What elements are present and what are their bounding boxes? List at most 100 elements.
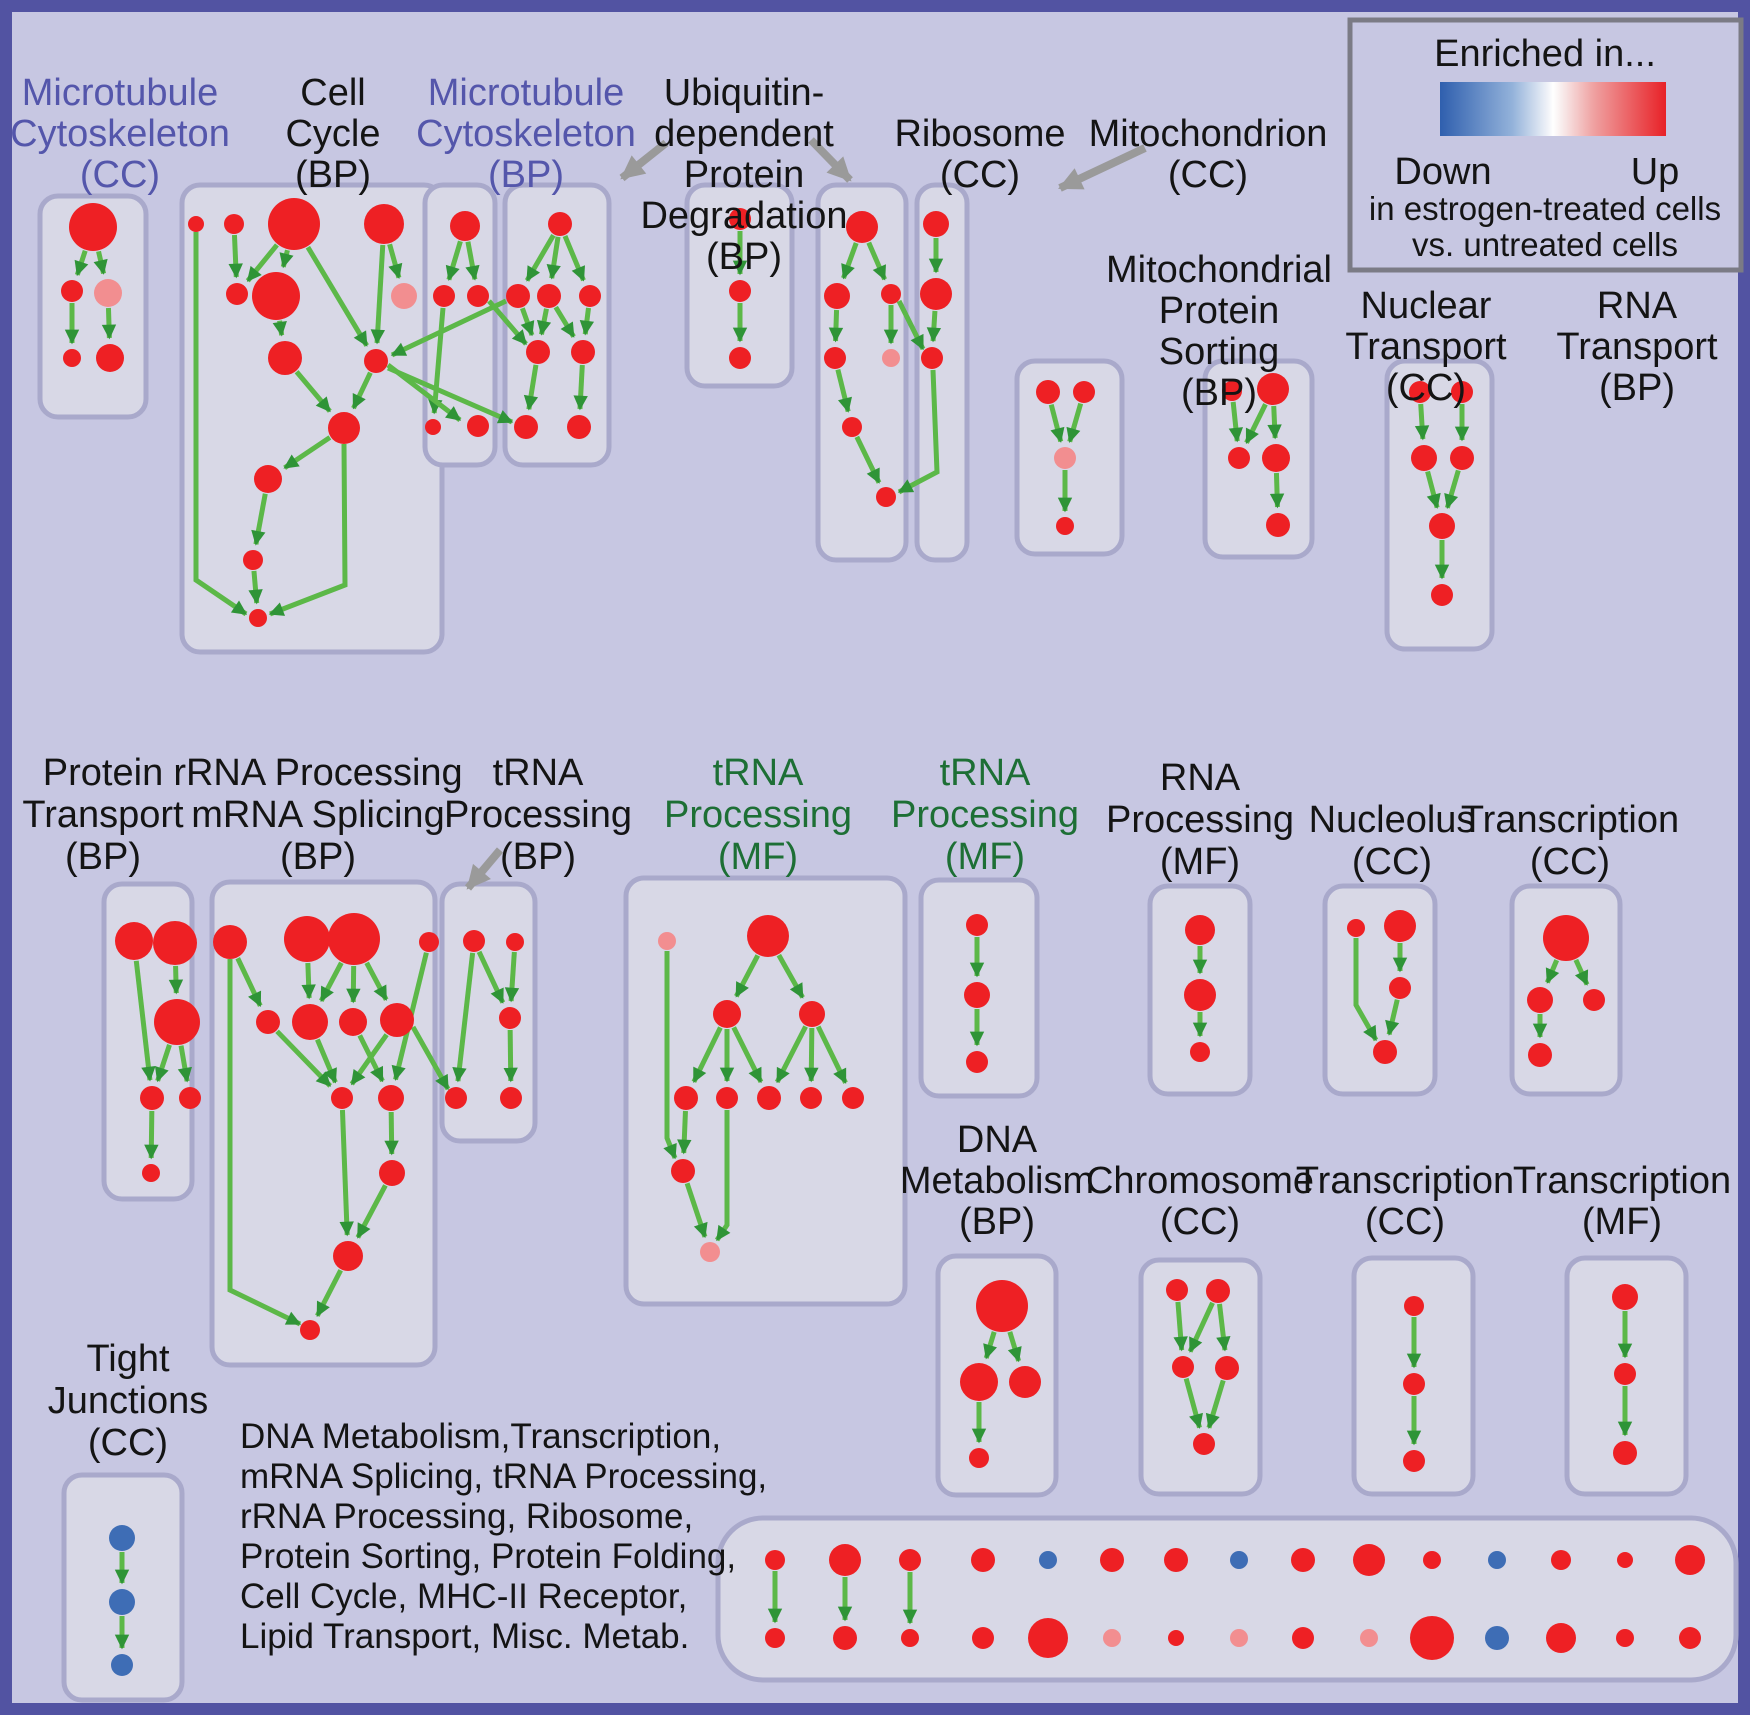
- dna-metabolism-node-3: [969, 1448, 989, 1468]
- transcription-cc-node-0: [1543, 915, 1589, 961]
- trna-processing-mf-1-edge: [731, 1026, 764, 1084]
- trna-processing-mf-1-edge-long: [714, 1110, 731, 1242]
- misc-top-node-6: [1164, 1548, 1188, 1572]
- ubiquitin-degradation-edge: [579, 307, 595, 336]
- microtubule-bp-edge: [428, 307, 446, 415]
- rrna-processing-edge: [384, 1111, 399, 1156]
- rrna-processing-node-10: [379, 1160, 405, 1186]
- mito-protein-sorting-node-2: [1054, 447, 1076, 469]
- legend-box: [1347, 17, 1744, 273]
- rrna-processing-node-12: [300, 1320, 320, 1340]
- cell-cycle-node-0: [188, 216, 204, 232]
- misc-categories-text: DNA Metabolism,Transcription, mRNA Splici…: [240, 1417, 767, 1656]
- nucleolus-edge-long: [1353, 938, 1379, 1042]
- protein-transport-edge: [177, 1045, 192, 1083]
- label-trna-mf-2: tRNA Processing (MF): [891, 752, 1079, 878]
- cell-cycle-node-4: [226, 283, 248, 305]
- legend-up-label: Up: [1631, 151, 1680, 193]
- nucleolus-edge: [1385, 999, 1400, 1036]
- microtubule-bp-node-1: [433, 285, 455, 307]
- misc-bottom-node-10: [1410, 1616, 1454, 1660]
- cell-cycle-edge: [272, 320, 287, 337]
- nucleolus-node-0: [1347, 919, 1365, 937]
- ubiquitin-degradation-node-2: [537, 284, 561, 308]
- chromosome-edge: [1205, 1379, 1226, 1430]
- cell-cycle-edge-long: [193, 232, 248, 617]
- microtubule-bp-edge: [445, 240, 463, 281]
- cell-cycle-edge: [294, 370, 332, 413]
- nuclear-transport-edge: [1244, 403, 1268, 444]
- cell-cycle-node-9: [328, 412, 360, 444]
- misc-bottom-node-3: [972, 1627, 994, 1649]
- chromosome-node-2: [1172, 1356, 1194, 1378]
- mito-protein-sorting-edge: [1066, 402, 1084, 443]
- trna-processing-mf-1-node-1: [747, 915, 789, 957]
- microtubule-bp-node-4: [467, 415, 489, 437]
- label-nucleolus: Nucleolus (CC): [1309, 799, 1476, 883]
- cell-cycle-node-7: [268, 341, 302, 375]
- misc-bottom-node-12: [1546, 1623, 1576, 1653]
- cell-cycle-edge-long: [268, 443, 348, 617]
- nuclear-transport-edge: [1267, 405, 1282, 440]
- trna-processing-mf-1-edge: [774, 1025, 808, 1084]
- trna-processing-mf-1-edge: [776, 953, 805, 999]
- layer-edges: [64, 137, 1633, 1650]
- rrna-processing-edge: [349, 1033, 389, 1086]
- ubiquitin-degradation-edge: [573, 364, 588, 411]
- misc-cluster-box: [715, 1515, 1739, 1683]
- cross-cluster-edge: [387, 365, 514, 425]
- chromosome-node-1: [1206, 1279, 1230, 1303]
- trna-processing-mf-1-edge: [677, 1110, 692, 1155]
- ubiquitin-degradation-edge: [546, 236, 561, 280]
- misc-top-node-8: [1291, 1548, 1315, 1572]
- label-trna-bp: tRNA Processing (BP): [444, 752, 632, 878]
- cell-cycle-edge: [305, 245, 369, 347]
- trna-processing-bp-node-0: [463, 930, 485, 952]
- trna-processing-bp-edge: [476, 950, 506, 1004]
- rrna-processing-edge: [315, 1269, 343, 1317]
- cell-cycle-node-10: [254, 465, 282, 493]
- label-mt-cc: Microtubule Cytoskeleton (CC): [10, 72, 230, 196]
- layer-nodes: [61, 198, 1705, 1676]
- dna-metabolism-node-2: [1009, 1366, 1041, 1398]
- cell-cycle-node-8: [364, 349, 388, 373]
- mitochondrion-edge: [926, 310, 942, 343]
- transcription-cc-node-3: [1528, 1043, 1552, 1067]
- misc-top-node-3: [971, 1548, 995, 1572]
- cross-cluster-edge: [897, 369, 940, 495]
- cell-cycle-edge: [251, 493, 268, 546]
- ribosome-node-0: [846, 211, 878, 243]
- rrna-processing-node-1: [284, 916, 330, 962]
- transcription-cc-node-2: [1583, 989, 1605, 1011]
- microtubule-cc-edge: [74, 249, 89, 277]
- nuclear-transport-node-3: [1262, 444, 1290, 472]
- ubiquitin-degradation-node-5: [571, 340, 595, 364]
- mitochondrion-node-0: [923, 211, 949, 237]
- ubiquitin-degradation-2-node-1: [729, 280, 751, 302]
- chromosome-edge: [1187, 1301, 1215, 1353]
- trna-processing-mf-1-edge: [804, 1027, 819, 1083]
- microtubule-bp-node-2: [467, 285, 489, 307]
- cell-cycle-edge: [248, 570, 263, 605]
- chromosome-edge: [1183, 1377, 1203, 1429]
- ribosome-node-5: [842, 417, 862, 437]
- label-tight-junctions: Tight Junctions (CC): [48, 1338, 209, 1464]
- protein-transport-node-1: [153, 921, 197, 965]
- trna-processing-bp-node-1: [506, 933, 524, 951]
- trna-processing-mf-1-node-0: [658, 932, 676, 950]
- cell-cycle-node-12: [249, 609, 267, 627]
- protein-transport-node-0: [115, 922, 153, 960]
- microtubule-cc-edge: [101, 307, 117, 340]
- ribosome-edge: [828, 309, 844, 343]
- trna-processing-bp-edge: [504, 951, 520, 1003]
- label-cell-cycle: Cell Cycle (BP): [285, 72, 380, 196]
- label-dna-metabolism: DNA Metabolism (BP): [900, 1119, 1094, 1243]
- ribosome-node-3: [824, 347, 846, 369]
- rrna-processing-node-11: [333, 1241, 363, 1271]
- cross-cluster-edge: [390, 298, 508, 358]
- legend-gradient-bar: [1440, 82, 1666, 136]
- cell-cycle-edge: [370, 244, 386, 345]
- misc-bottom-node-5: [1103, 1629, 1121, 1647]
